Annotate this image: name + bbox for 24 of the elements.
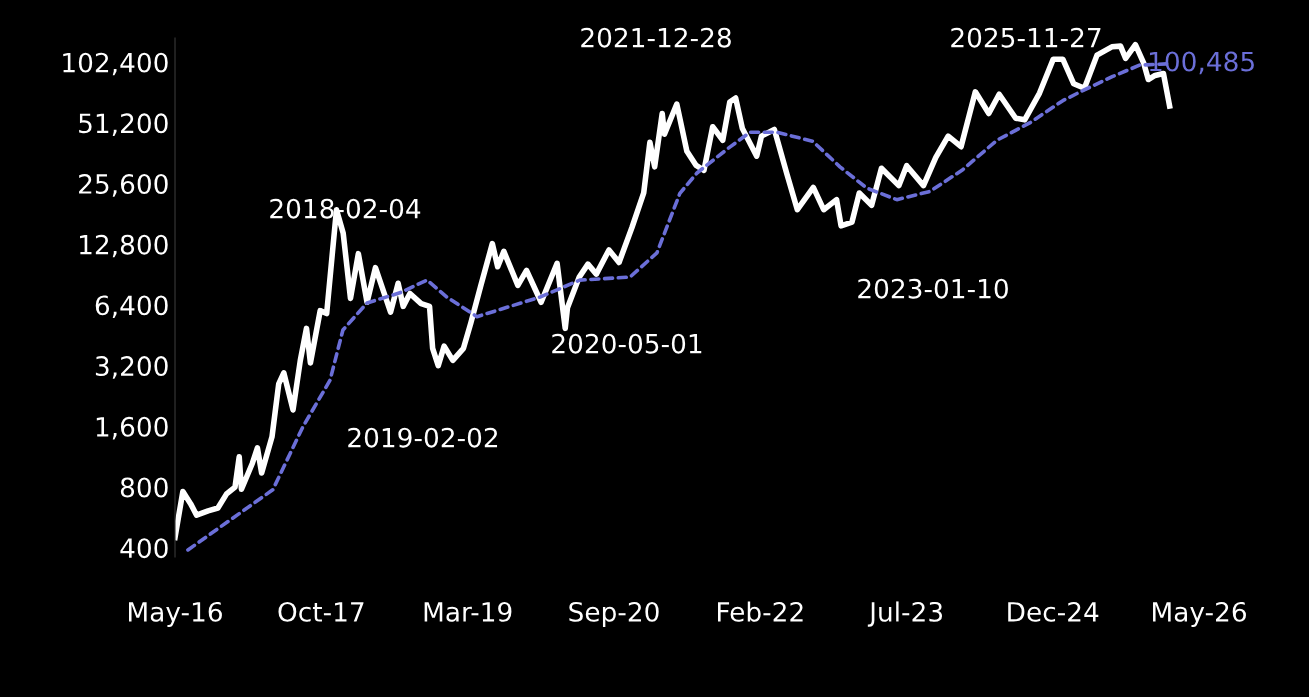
x-tick-label: Jul-23 [867,601,943,627]
x-tick-label: Feb-22 [718,601,803,622]
y-tick-label: 400 [120,538,168,559]
annotation: 2025-11-27 [951,27,1101,48]
annotation: 2023-01-10 [858,278,1008,299]
x-tick-label: May-26 [1153,601,1246,627]
y-tick-label: 3,200 [95,356,168,379]
x-tick-label: Oct-17 [278,601,364,622]
y-tick-label: 102,400 [63,52,168,76]
y-tick-label: 12,800 [80,234,168,258]
y-tick-label: 51,200 [79,113,168,136]
y-tick-label: 800 [120,477,168,498]
annotation: 2018-02-04 [270,198,421,219]
annotation: 2021-12-28 [581,27,731,48]
annotation: 2020-05-01 [552,333,702,354]
x-tick-label: May-16 [129,601,222,627]
annotation: 100,485 [1149,51,1254,75]
x-tick-label: Dec-24 [1008,601,1099,622]
annotation: 2019-02-02 [348,427,498,448]
y-tick-label: 1,600 [96,416,168,440]
x-tick-label: Sep-20 [569,601,659,627]
y-tick-label: 6,400 [95,295,168,319]
y-tick-label: 25,600 [79,174,168,197]
x-tick-label: Mar-19 [424,601,512,622]
